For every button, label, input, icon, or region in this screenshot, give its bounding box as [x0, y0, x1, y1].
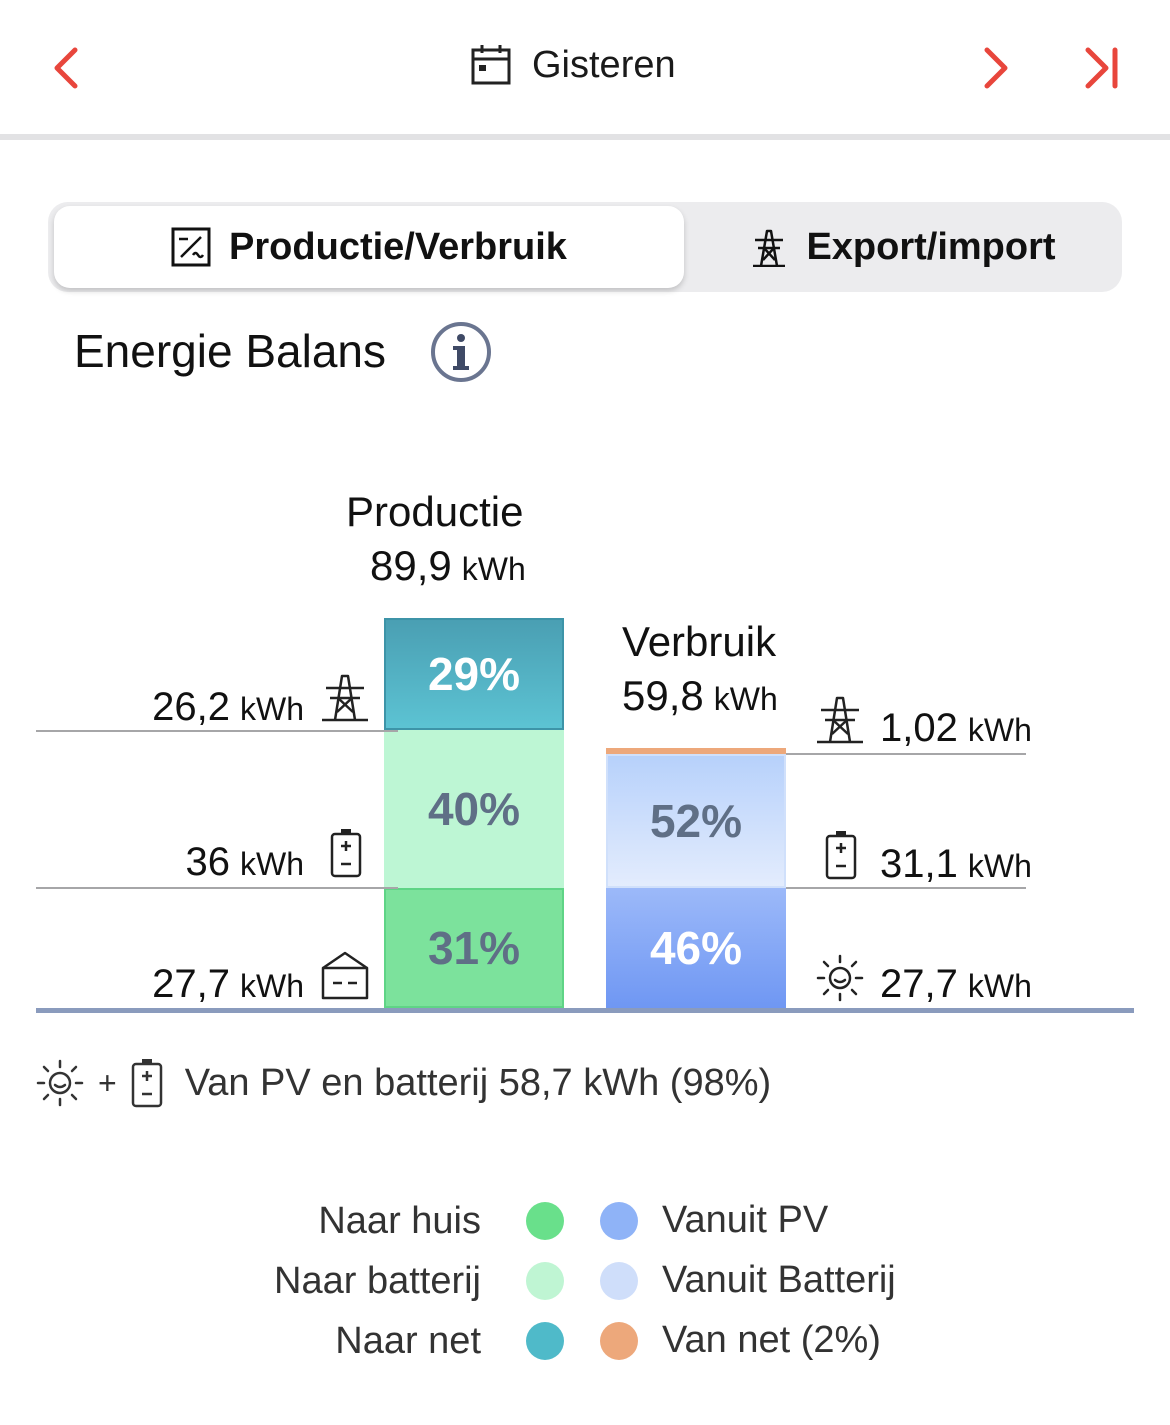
kwh-value: 26,2 — [152, 685, 230, 729]
production-title: Productie — [346, 488, 524, 535]
consumption-segment-vanuit-batterij: 52% — [606, 754, 786, 888]
production-total-unit: kWh — [461, 551, 526, 587]
legend-label-van-net: Van net (2%) — [662, 1319, 881, 1361]
energy-balance-chart: Productie 89,9 kWh 29% 40% 31% 26,2 kWh 36… — [0, 480, 1170, 1020]
consumption-title: Verbruik — [622, 618, 777, 665]
consumption-value-vanuit-batterij: 31,1 kWh — [880, 842, 1032, 887]
production-percent-naar-batterij: 40% — [427, 783, 521, 835]
view-segmented-control: Productie/Verbruik Export/import — [48, 202, 1122, 292]
tab-label: Productie/Verbruik — [229, 225, 567, 268]
calendar-icon — [471, 45, 511, 85]
kwh-unit: kWh — [967, 848, 1032, 884]
kwh-value: 27,7 — [880, 962, 958, 1006]
chart-baseline — [36, 1008, 1134, 1013]
production-value-naar-huis: 27,7 kWh — [152, 962, 304, 1007]
divider-line — [786, 753, 1026, 755]
legend-dot-vanuit-pv — [600, 1202, 638, 1240]
inverter-icon — [171, 227, 211, 267]
jump-to-today-button[interactable] — [1072, 40, 1132, 96]
chevron-right-icon — [984, 47, 1008, 89]
legend-label-vanuit-batterij: Vanuit Batterij — [662, 1259, 896, 1301]
kwh-unit: kWh — [967, 968, 1032, 1004]
production-value-naar-net: 26,2 kWh — [152, 685, 304, 730]
divider-line — [786, 887, 1026, 889]
sun-icon — [36, 1059, 84, 1107]
legend-dot-van-net — [600, 1322, 638, 1360]
kwh-unit: kWh — [240, 968, 304, 1004]
tab-export-import[interactable]: Export/import — [688, 206, 1118, 288]
production-percent-naar-huis: 31% — [427, 922, 521, 974]
consumption-total-value: 59,8 — [622, 672, 704, 719]
plus-sign: + — [98, 1064, 117, 1101]
legend-label-naar-huis: Naar huis — [318, 1199, 481, 1242]
production-segment-naar-huis: 31% — [384, 888, 564, 1008]
consumption-total-unit: kWh — [713, 681, 778, 717]
kwh-value: 1,02 — [880, 706, 958, 750]
production-total: 89,9 kWh — [370, 542, 526, 590]
tab-label: Export/import — [806, 225, 1056, 268]
sun-icon — [816, 954, 864, 1002]
legend-dot-vanuit-batterij — [600, 1262, 638, 1300]
production-segment-naar-net: 29% — [384, 618, 564, 730]
consumption-percent-vanuit-batterij: 52% — [649, 795, 743, 847]
kwh-value: 36 — [185, 840, 231, 884]
skip-to-end-icon — [1085, 47, 1118, 89]
date-selector[interactable]: Gisteren — [470, 40, 676, 90]
divider-line — [36, 730, 398, 732]
section-title: Energie Balans — [74, 325, 386, 377]
production-percent-naar-net: 29% — [427, 648, 521, 700]
info-button[interactable] — [430, 321, 492, 383]
info-icon — [431, 322, 491, 382]
legend-label-naar-net: Naar net — [335, 1319, 481, 1362]
power-pylon-icon — [753, 229, 786, 267]
power-pylon-icon — [817, 696, 863, 744]
production-segment-naar-batterij: 40% — [384, 730, 564, 888]
date-label: Gisteren — [532, 43, 676, 86]
chevron-left-icon — [54, 47, 78, 89]
consumption-value-van-net: 1,02 kWh — [880, 706, 1032, 751]
tab-productie-verbruik[interactable]: Productie/Verbruik — [54, 206, 684, 288]
production-value-naar-batterij: 36 kWh — [186, 840, 305, 885]
next-day-button[interactable] — [966, 40, 1026, 96]
kwh-unit: kWh — [240, 846, 304, 882]
legend-dot-naar-batterij — [526, 1262, 564, 1300]
header-divider — [0, 134, 1170, 140]
consumption-segment-van-net — [606, 748, 786, 754]
kwh-value: 27,7 — [152, 962, 230, 1006]
self-sufficiency-summary: + Van PV en batterij 58,7 kWh (98%) — [36, 1058, 771, 1108]
consumption-segment-vanuit-pv: 46% — [606, 888, 786, 1008]
kwh-unit: kWh — [240, 691, 304, 727]
consumption-value-vanuit-pv: 27,7 kWh — [880, 962, 1032, 1007]
battery-icon — [330, 829, 362, 878]
production-total-value: 89,9 — [370, 542, 452, 589]
previous-day-button[interactable] — [36, 40, 96, 96]
battery-icon — [825, 831, 857, 880]
battery-icon — [131, 1059, 162, 1108]
summary-text: Van PV en batterij 58,7 kWh (98%) — [184, 1061, 772, 1104]
kwh-value: 31,1 — [880, 842, 958, 886]
house-icon — [321, 951, 369, 1000]
consumption-total: 59,8 kWh — [622, 672, 778, 720]
legend-dot-naar-huis — [526, 1202, 564, 1240]
kwh-unit: kWh — [967, 712, 1032, 748]
power-pylon-icon — [322, 674, 368, 722]
legend-label-naar-batterij: Naar batterij — [274, 1259, 481, 1302]
legend-dot-naar-net — [526, 1322, 564, 1360]
divider-line — [36, 887, 398, 889]
consumption-percent-vanuit-pv: 46% — [649, 922, 743, 974]
top-navigation-bar: Gisteren — [0, 0, 1170, 140]
legend-label-vanuit-pv: Vanuit PV — [662, 1199, 829, 1241]
